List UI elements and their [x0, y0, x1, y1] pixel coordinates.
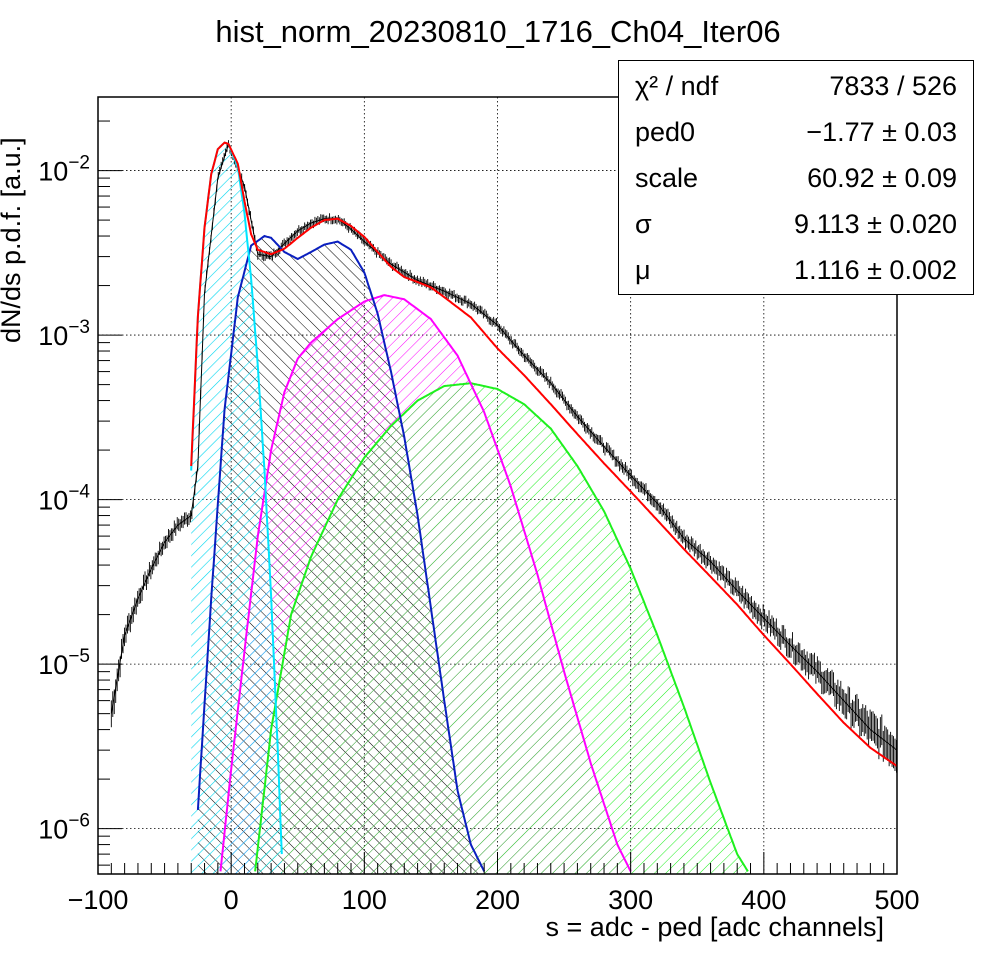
y-tick-label: 10−5 [38, 646, 90, 680]
x-tick-label: 300 [608, 885, 653, 915]
fit-curves [190, 141, 897, 872]
curve-total-fit [190, 141, 897, 767]
y-axis-label: dN/ds p.d.f. [a.u.] [0, 137, 26, 343]
fill-component-3pe [255, 383, 748, 874]
stats-row-chi2: χ² / ndf 7833 / 526 [619, 65, 973, 111]
stats-box: χ² / ndf 7833 / 526 ped0 −1.77 ± 0.03 sc… [618, 60, 974, 295]
stats-name: σ [635, 209, 652, 239]
stats-row-scale: scale 60.92 ± 0.09 [619, 157, 973, 203]
stats-row-mu: μ 1.116 ± 0.002 [619, 249, 973, 295]
stats-row-sigma: σ 9.113 ± 0.020 [619, 203, 973, 249]
stats-name: χ² / ndf [635, 71, 719, 101]
stats-value: 1.116 ± 0.002 [794, 255, 957, 285]
stats-name: ped0 [635, 117, 696, 147]
histogram-line [110, 142, 897, 751]
stats-value: 7833 / 526 [829, 71, 957, 101]
x-tick-label: 500 [874, 885, 919, 915]
component-fills [191, 142, 748, 874]
x-tick-label: −100 [68, 885, 129, 915]
stats-value: −1.77 ± 0.03 [806, 117, 957, 147]
curve-component-1pe [196, 234, 486, 872]
y-tick-label: 10−6 [38, 811, 90, 845]
x-axis-label: s = adc - ped [adc channels] [545, 912, 884, 942]
stats-value: 60.92 ± 0.09 [807, 163, 957, 193]
axes: −100 0 100 200 300 400 500 10−6 10−5 10−4 10−3 10−2 [38, 120, 920, 915]
stats-row-ped0: ped0 −1.77 ± 0.03 [619, 111, 973, 157]
x-tick-label: 400 [741, 885, 786, 915]
x-tick-label: 100 [342, 885, 387, 915]
stats-value: 9.113 ± 0.020 [794, 209, 957, 239]
y-tick-label: 10−4 [38, 482, 90, 516]
curve-component-3pe [254, 382, 749, 872]
chart-title: hist_norm_20230810_1716_Ch04_Iter06 [215, 14, 781, 49]
y-tick-label: 10−2 [38, 153, 90, 187]
fill-component-0pe [191, 142, 282, 874]
y-tick-label: 10−3 [38, 317, 90, 351]
stats-name: μ [635, 255, 651, 285]
curve-component-2pe [219, 294, 632, 872]
x-tick-label: 200 [475, 885, 520, 915]
x-tick-label: 0 [224, 885, 239, 915]
stats-name: scale [635, 163, 699, 193]
